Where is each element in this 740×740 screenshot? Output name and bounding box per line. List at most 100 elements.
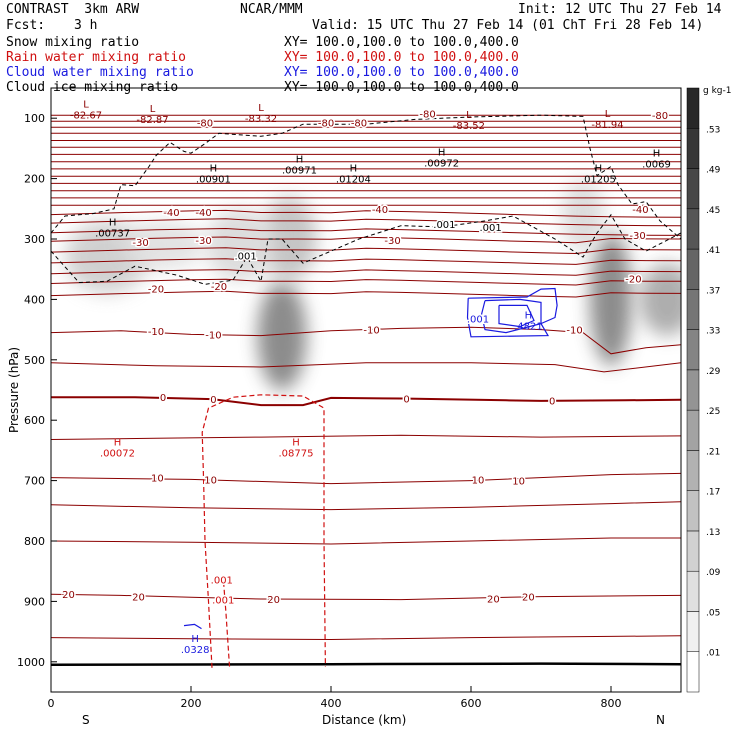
- contour-label-0: .001: [234, 251, 256, 262]
- isotherm-800: [51, 537, 681, 545]
- colorbar-box-12: [686, 168, 700, 210]
- temp-label-24: -40: [163, 208, 179, 219]
- temp-label-19: -20: [625, 274, 641, 285]
- plot-frame: [50, 87, 682, 693]
- colorbar-label-12: .49: [706, 166, 721, 176]
- legend-name-rain: Rain water mixing ratio: [6, 50, 187, 65]
- colorbar-label-5: .21: [706, 447, 720, 457]
- temp-label-11: 0: [403, 394, 409, 405]
- temp-label-15: -10: [363, 326, 379, 337]
- extremum-value-9: .01205: [581, 174, 616, 185]
- temp-label-2: 20: [267, 595, 280, 606]
- x-end-label-north: N: [656, 713, 665, 727]
- y-tick-label-100: 100: [24, 112, 45, 125]
- colorbar: .01 .05 .09 .13 .17 .21 .25 .29 .33 .37 .41 .45 .49.…: [686, 87, 721, 693]
- temp-label-8: 10: [512, 477, 525, 488]
- extremum-H-10: H: [653, 148, 661, 159]
- temp-label-5: 10: [151, 474, 164, 485]
- extremum-value-1: -82.87: [136, 115, 168, 126]
- init-time: Init: 12 UTC Thu 27 Feb 14: [518, 2, 722, 17]
- colorbar-box-14: [686, 87, 700, 129]
- legend-xy-cloudwater: XY= 100.0,100.0 to 100.0,400.0: [284, 65, 519, 80]
- colorbar-box-7: [686, 369, 700, 411]
- colorbar-label-9: .37: [706, 286, 720, 296]
- contour-label-5: .001: [212, 596, 234, 607]
- extremum-H-13: H: [292, 438, 300, 449]
- colorbar-box-1: [686, 611, 700, 652]
- x-tick-label-600: 600: [461, 697, 482, 710]
- extremum-value-4: -81.94: [591, 120, 623, 131]
- extremum-L-4: L: [605, 109, 611, 120]
- temp-label-32: -80: [652, 111, 668, 122]
- extremum-L-2: L: [258, 103, 264, 114]
- colorbar-label-13: .53: [706, 125, 720, 135]
- x-tick-label-400: 400: [321, 697, 342, 710]
- legend-name-cloudice: Cloud ice mixing ratio: [6, 80, 179, 95]
- temp-label-7: 10: [472, 475, 485, 486]
- y-tick-label-800: 800: [24, 535, 45, 548]
- legend-name-cloudwater: Cloud water mixing ratio: [6, 65, 194, 80]
- colorbar-box-4: [686, 490, 700, 532]
- extremum-value-14: .0328: [181, 645, 210, 656]
- isotherm-zero: [51, 396, 681, 407]
- colorbar-label-3: .13: [706, 528, 720, 538]
- y-tick-label-300: 300: [24, 233, 45, 246]
- temp-label-12: 0: [549, 396, 555, 407]
- contour-label-3: .001: [467, 315, 489, 326]
- temp-label-9: 0: [160, 393, 166, 404]
- colorbar-label-0: .01: [706, 649, 720, 659]
- y-tick-label-900: 900: [24, 595, 45, 608]
- temp-label-3: 20: [487, 594, 500, 605]
- cloud-water-contour-outer: [466, 287, 558, 338]
- temp-label-1: 20: [132, 593, 145, 604]
- temp-label-26: -40: [372, 205, 388, 216]
- extremum-H-8: H: [438, 148, 446, 159]
- colorbar-box-6: [686, 409, 700, 451]
- shading-blob-4: [121, 220, 205, 270]
- rain-contour-inner: [222, 577, 231, 667]
- isotherm-740: [51, 501, 681, 511]
- extremum-H-11: H: [109, 218, 117, 229]
- valid-time: Valid: 15 UTC Thu 27 Feb 14 (01 ChT Fri …: [312, 18, 704, 33]
- shading-blob-6: [639, 263, 681, 336]
- mixing-ratio-shading: [65, 178, 681, 391]
- x-tick-label-200: 200: [181, 697, 202, 710]
- cloud-ice-contour: [51, 213, 681, 285]
- temp-label-14: -10: [205, 330, 221, 341]
- colorbar-label-8: .33: [706, 327, 720, 337]
- isotherm-upper-14: [51, 209, 681, 218]
- colorbar-box-13: [686, 128, 700, 169]
- colorbar-label-1: .05: [706, 608, 720, 618]
- temp-label-31: -80: [419, 109, 435, 120]
- contour-label-4: .001: [211, 576, 233, 587]
- colorbar-box-11: [686, 208, 700, 250]
- extremum-value-12: .00072: [100, 449, 135, 460]
- legend-name-snow: Snow mixing ratio: [6, 35, 140, 50]
- isotherm-960: [51, 635, 681, 641]
- cloud-water-contour-low: [183, 623, 202, 630]
- colorbar-box-2: [686, 570, 700, 612]
- cloud-water-contour-mid: [480, 298, 542, 334]
- colorbar-box-8: [686, 329, 700, 371]
- isotherm-plus10: [51, 472, 681, 485]
- colorbar-box-5: [686, 450, 700, 491]
- isotherm-upper-19: [51, 258, 681, 265]
- colorbar-label-7: .29: [706, 367, 721, 377]
- colorbar-label-6: .25: [706, 407, 720, 417]
- temp-label-25: -40: [195, 208, 211, 219]
- colorbar-label-4: .17: [706, 488, 720, 498]
- temp-label-6: 10: [204, 475, 217, 486]
- colorbar-box-3: [686, 530, 700, 572]
- colorbar-box-9: [686, 289, 700, 330]
- model-title: CONTRAST 3km ARW: [6, 2, 140, 17]
- legend-xy-rain: XY= 100.0,100.0 to 100.0,400.0: [284, 50, 519, 65]
- isotherm-upper-21: [51, 278, 681, 286]
- y-tick-label-500: 500: [24, 354, 45, 367]
- surface-line: [51, 662, 681, 667]
- colorbar-label-11: .45: [706, 206, 720, 216]
- temp-label-10: 0: [210, 395, 216, 406]
- fcst-value: 3 h: [74, 18, 98, 33]
- legend-xy-cloudice: XY= 100.0,100.0 to 100.0,400.0: [284, 80, 519, 95]
- isotherm-505: [51, 362, 681, 373]
- colorbar-box-0: [686, 651, 700, 693]
